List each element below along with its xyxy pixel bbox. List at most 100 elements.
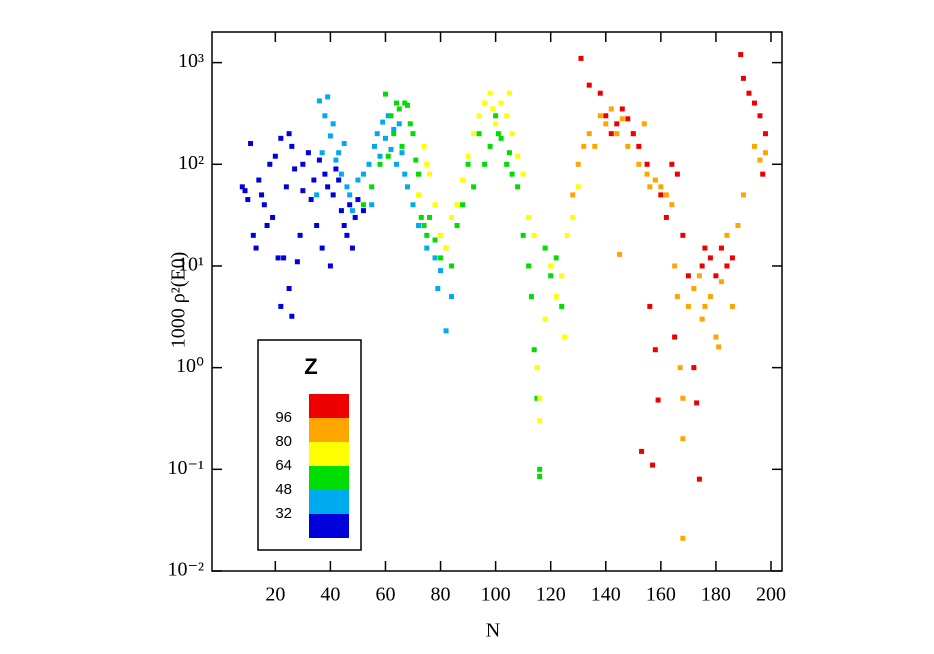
point [259,192,265,198]
point [316,98,322,104]
plot-frame [211,31,783,572]
colorbar-tick-label: 96 [275,409,292,426]
point [248,141,254,147]
point [504,113,510,119]
point [325,94,331,100]
x-tick-label: 180 [701,584,731,606]
point [650,462,656,468]
y-tick-label: 10³ [178,50,204,72]
point [757,157,763,163]
point [614,131,620,137]
point [454,223,460,229]
point [762,150,768,156]
point [314,223,320,229]
point [680,232,686,238]
point [520,171,526,177]
point [396,121,402,127]
point [757,113,763,119]
point [570,214,576,220]
point [658,192,664,198]
point [553,294,559,300]
point [672,334,678,340]
point [283,184,289,190]
point [515,153,521,159]
point [559,273,565,279]
point [399,143,405,149]
point [465,161,471,167]
point [391,126,397,132]
point [242,188,248,194]
point [333,166,339,172]
point [322,113,328,119]
point [625,143,631,149]
point [526,214,532,220]
point [305,150,311,156]
point [641,121,647,127]
point [385,113,391,119]
point [449,263,455,269]
point [680,436,686,442]
point [427,171,433,177]
point [253,245,259,251]
point [619,116,625,122]
point [369,202,375,208]
point [537,473,543,479]
point [639,448,645,454]
point [435,286,441,292]
point [352,214,358,220]
point [272,153,278,159]
point [498,135,504,141]
point [471,184,477,190]
point [349,245,355,251]
point [570,192,576,198]
point [405,184,411,190]
x-tick-label: 200 [756,584,786,606]
point [341,141,347,147]
point [330,121,336,127]
point [504,161,510,167]
point [388,113,394,119]
point [617,251,623,257]
point [341,223,347,229]
point [256,177,262,183]
y-tick-label: 10² [178,152,204,174]
point [564,232,570,238]
point [438,255,444,261]
point [487,90,493,96]
point [405,102,411,108]
y-tick-label: 10⁻¹ [167,457,204,479]
point [410,131,416,137]
point [393,161,399,167]
y-tick-label: 10⁻² [167,559,204,581]
point [699,316,705,322]
x-tick-label: 160 [646,584,676,606]
x-axis-label: N [486,620,500,642]
point [322,171,328,177]
point [399,150,405,156]
point [250,232,256,238]
point [493,113,499,119]
point [487,143,493,149]
point [559,303,565,309]
point [762,131,768,137]
point [449,294,455,300]
point [493,121,499,127]
point [586,131,592,137]
colorbar-band [309,442,349,466]
point [413,157,419,163]
x-tick-label: 120 [536,584,566,606]
colorbar-band [309,514,349,538]
point [360,171,366,177]
point [515,184,521,190]
point [526,263,532,269]
point [669,161,675,167]
point [644,161,650,167]
colorbar-tick-label: 80 [275,433,292,450]
point [578,55,584,61]
point [347,192,353,198]
point [707,294,713,300]
point [490,106,496,112]
y-tick-label: 10⁰ [176,355,204,377]
point [707,255,713,261]
point [506,150,512,156]
